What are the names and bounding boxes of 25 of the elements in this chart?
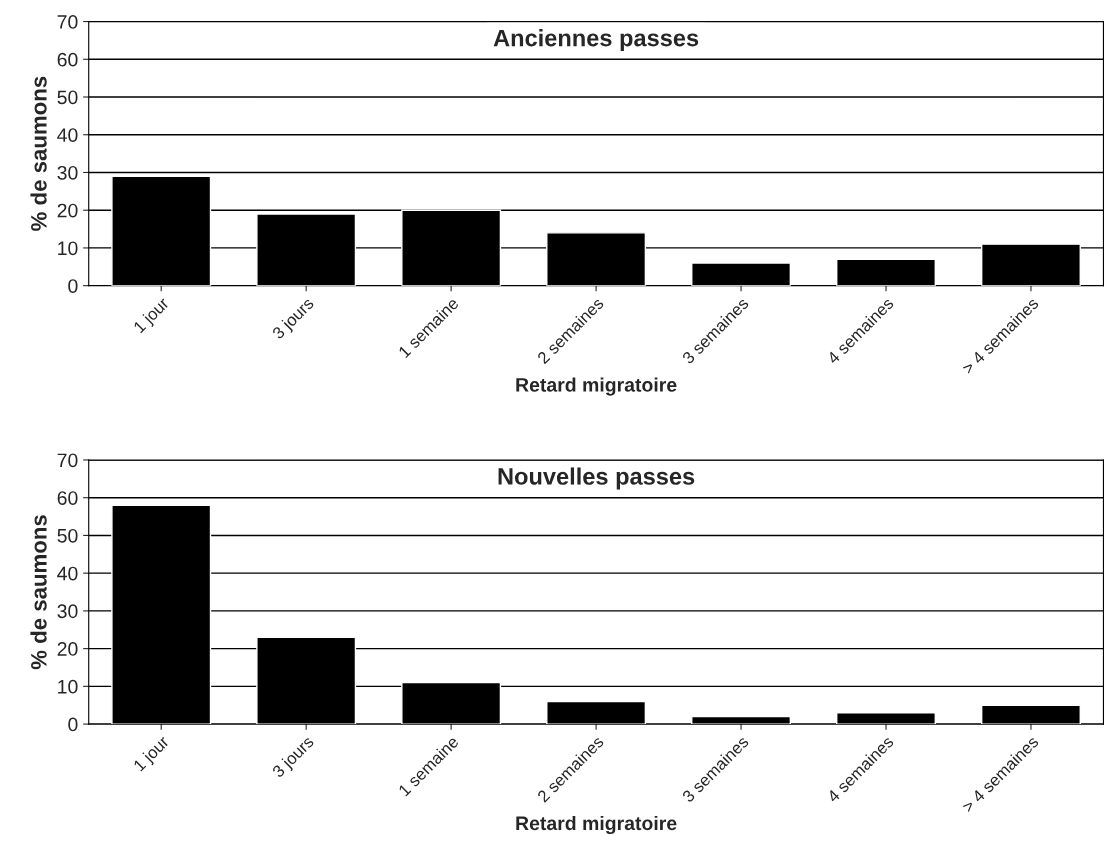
y-tick-label: 0	[68, 279, 78, 293]
bar	[836, 258, 936, 286]
y-tick-label: 70	[57, 453, 78, 468]
y-tick-label: 20	[57, 203, 78, 218]
x-axis-title: Retard migratoire	[516, 377, 677, 396]
y-tick-label: 20	[57, 642, 78, 656]
bar	[691, 262, 792, 286]
y-tick-label: 10	[58, 241, 78, 256]
chart-title: Anciennes passes	[493, 29, 699, 52]
y-tick-label: 60	[57, 491, 78, 505]
y-tick-label: 50	[57, 528, 78, 543]
y-tick-label: 40	[57, 566, 78, 581]
y-axis-title: % de saumons	[30, 76, 47, 231]
y-tick-label: 40	[57, 128, 78, 142]
y-tick-label: 0	[68, 717, 78, 732]
y-tick-label: 50	[57, 90, 78, 105]
y-tick-label: 70	[57, 15, 78, 29]
y-tick-label: 30	[57, 604, 78, 619]
y-axis-title: % de saumons	[30, 515, 47, 670]
y-tick-label: 30	[57, 165, 78, 180]
x-axis-title: Retard migratoire	[516, 815, 677, 835]
chart-title: Nouvelles passes	[498, 467, 695, 490]
y-tick-label: 60	[57, 52, 78, 67]
x-tick-label: 1 jour	[132, 734, 172, 775]
y-tick-label: 10	[58, 679, 78, 694]
